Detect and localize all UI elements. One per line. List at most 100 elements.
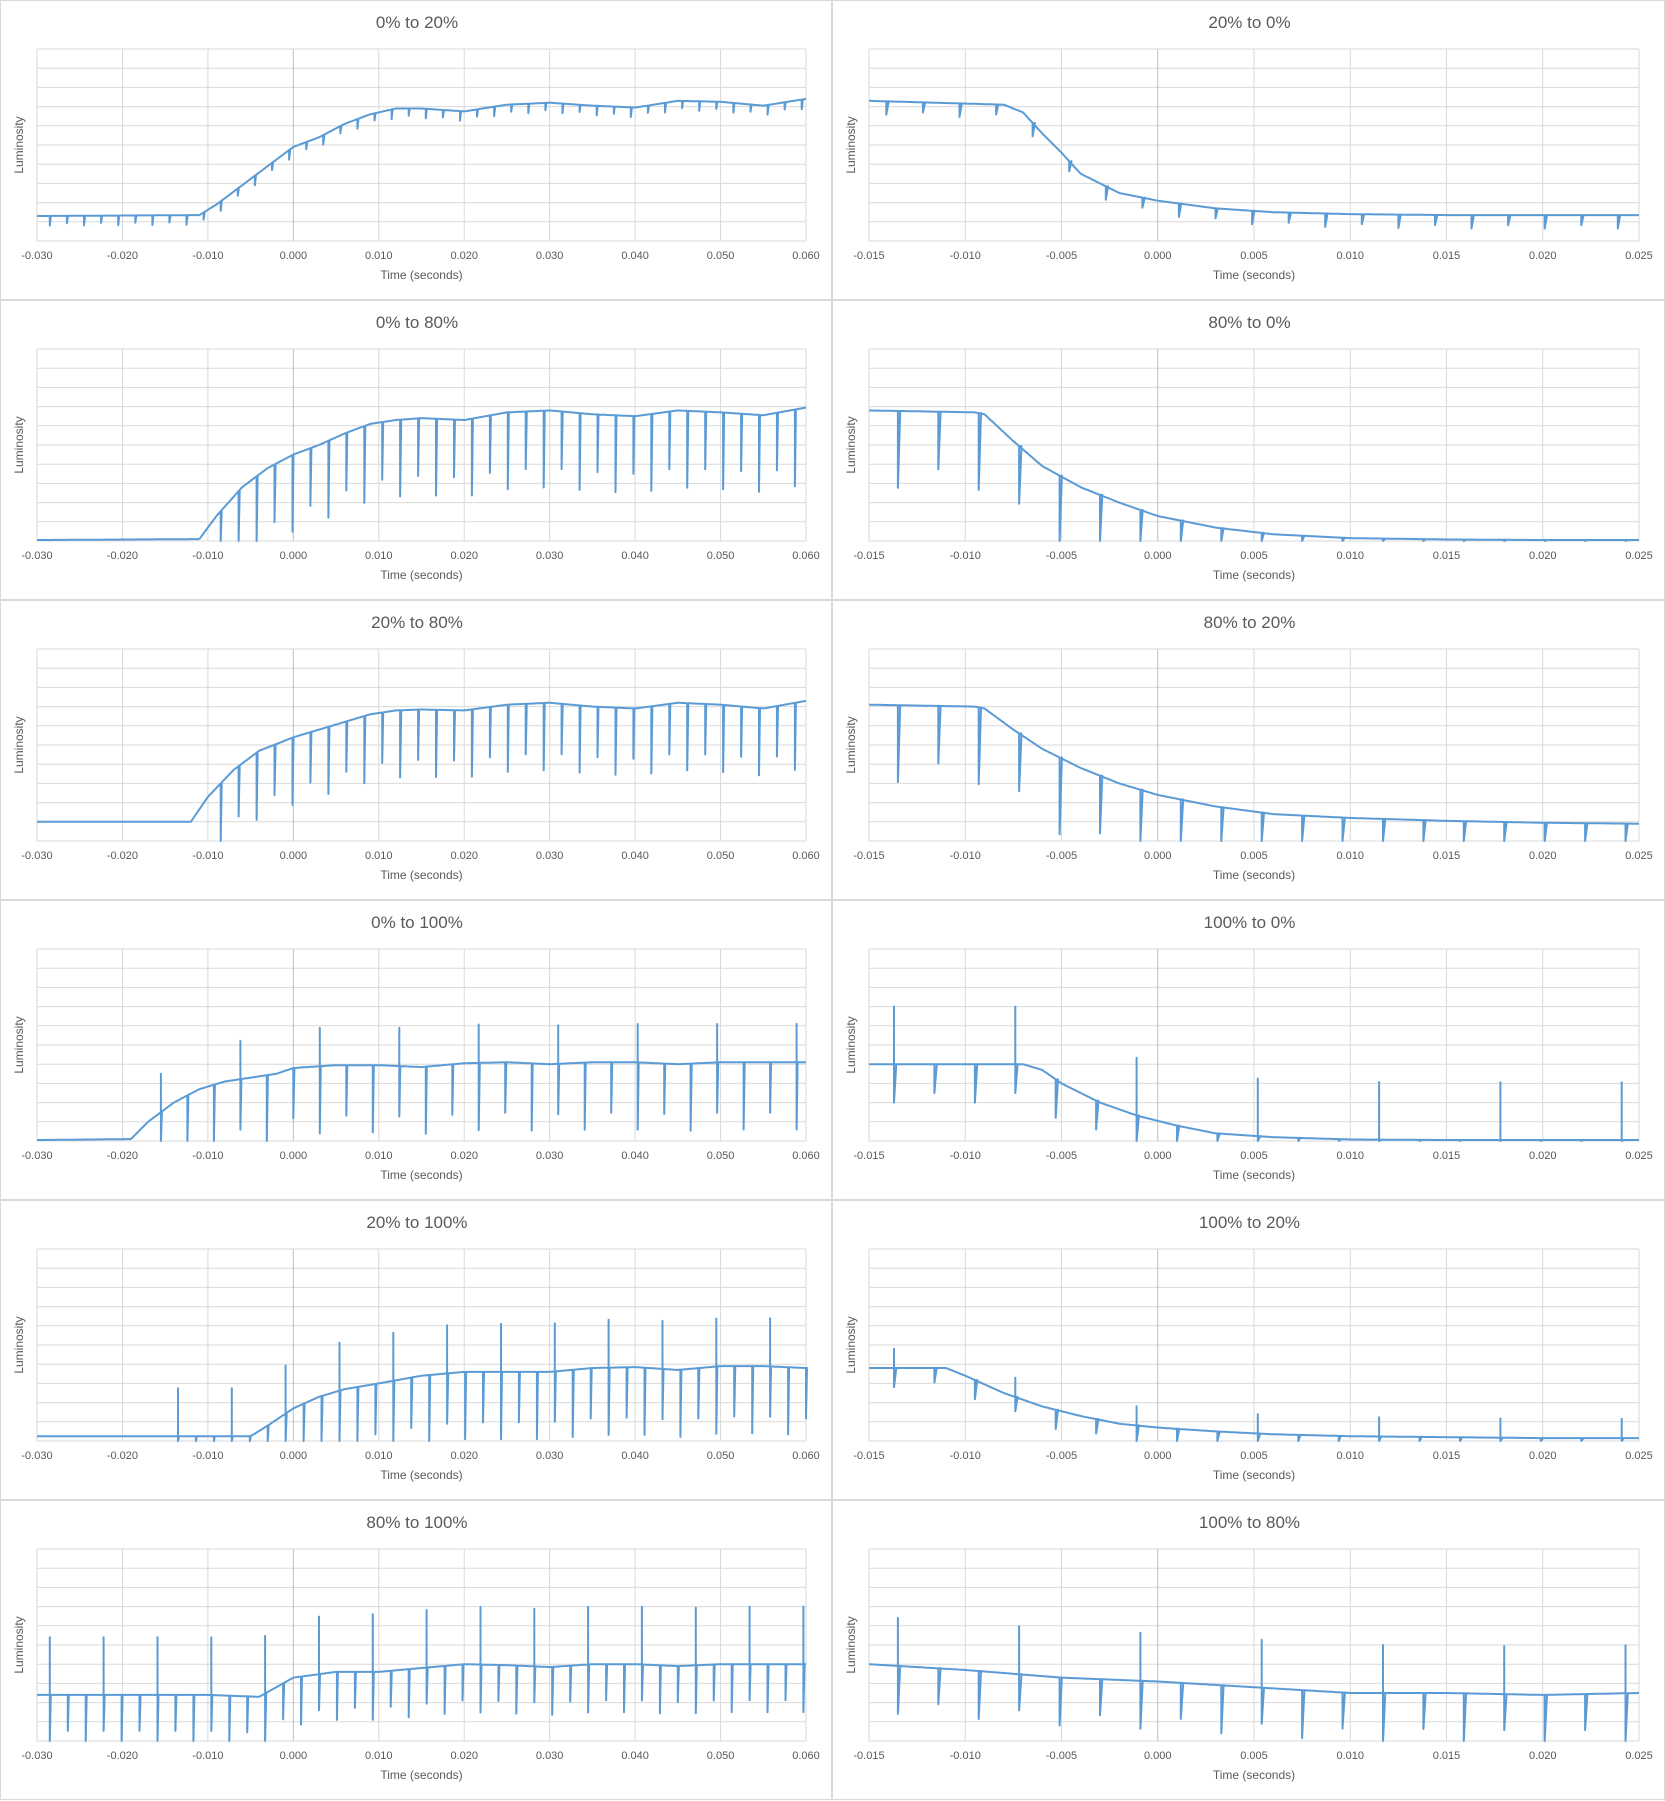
x-tick-label: 0.060 xyxy=(792,1150,820,1162)
x-tick-label: -0.030 xyxy=(21,850,52,862)
x-tick-label: 0.015 xyxy=(1433,1150,1461,1162)
x-axis-label: Time (seconds) xyxy=(380,1168,462,1182)
x-tick-label: -0.030 xyxy=(21,1750,52,1762)
x-axis-label: Time (seconds) xyxy=(1213,1768,1295,1782)
x-tick-label: -0.010 xyxy=(950,550,981,562)
x-axis-label: Time (seconds) xyxy=(380,1468,462,1482)
x-tick-label: 0.020 xyxy=(1529,850,1557,862)
luminosity-series-line xyxy=(37,97,807,227)
y-axis-label: Luminosity xyxy=(12,116,26,173)
chart-panel: 0% to 100% -0.030 -0.020 -0.010 0.000 0.010 0.… xyxy=(0,900,832,1200)
x-tick-label: 0.010 xyxy=(365,1150,393,1162)
x-tick-label: -0.010 xyxy=(950,850,981,862)
y-axis-label: Luminosity xyxy=(844,1316,858,1373)
luminosity-series-line xyxy=(868,409,1639,542)
x-tick-label: 0.020 xyxy=(1529,550,1557,562)
x-tick-label: 0.025 xyxy=(1625,250,1653,262)
x-tick-label: 0.010 xyxy=(1336,1150,1364,1162)
luminosity-series-line xyxy=(37,1317,808,1442)
x-tick-label: 0.025 xyxy=(1625,850,1653,862)
x-tick-label: 0.000 xyxy=(280,250,308,262)
luminosity-series-line xyxy=(37,1022,806,1142)
x-tick-label: 0.015 xyxy=(1433,1450,1461,1462)
x-tick-label: 0.025 xyxy=(1625,1150,1653,1162)
y-axis-label: Luminosity xyxy=(12,716,26,773)
x-tick-label: -0.030 xyxy=(21,550,52,562)
x-tick-label: 0.060 xyxy=(792,550,820,562)
x-tick-label: 0.050 xyxy=(707,850,735,862)
x-axis-label: Time (seconds) xyxy=(380,268,462,282)
x-axis-label: Time (seconds) xyxy=(1213,868,1295,882)
y-axis-label: Luminosity xyxy=(844,716,858,773)
x-tick-label: 0.025 xyxy=(1625,1450,1653,1462)
x-tick-label: 0.000 xyxy=(1144,550,1172,562)
x-tick-label: 0.050 xyxy=(707,250,735,262)
x-tick-label: 0.030 xyxy=(536,550,564,562)
chart-title: 0% to 100% xyxy=(371,913,463,932)
x-tick-label: 0.000 xyxy=(1144,1450,1172,1462)
x-tick-label: 0.040 xyxy=(621,1750,649,1762)
chart-title: 20% to 100% xyxy=(366,1213,467,1232)
chart-svg: 20% to 80% -0.030 -0.020 -0.010 0.000 0.010 0.… xyxy=(12,613,820,882)
x-tick-label: -0.015 xyxy=(853,1450,884,1462)
chart-svg: 100% to 20% -0.015 -0.010 -0.005 0.000 0.005 0… xyxy=(844,1213,1653,1482)
x-tick-label: -0.010 xyxy=(192,1750,223,1762)
x-tick-label: 0.040 xyxy=(621,1450,649,1462)
x-tick-label: -0.010 xyxy=(950,250,981,262)
x-tick-label: 0.030 xyxy=(536,1750,564,1762)
x-tick-label: 0.010 xyxy=(1336,1750,1364,1762)
chart-panel: 80% to 20% -0.015 -0.010 -0.005 0.000 0.005 0.… xyxy=(832,600,1665,900)
x-tick-label: -0.030 xyxy=(21,1150,52,1162)
chart-svg: 100% to 0% -0.015 -0.010 -0.005 0.000 0.005 0.… xyxy=(844,913,1653,1182)
chart-title: 0% to 20% xyxy=(376,13,458,32)
y-axis-label: Luminosity xyxy=(12,416,26,473)
chart-title: 20% to 80% xyxy=(371,613,463,632)
y-axis-label: Luminosity xyxy=(12,1016,26,1073)
x-tick-label: 0.025 xyxy=(1625,550,1653,562)
x-tick-label: -0.010 xyxy=(950,1150,981,1162)
chart-svg: 0% to 20% -0.030 -0.020 -0.010 0.000 0.010 0.0… xyxy=(12,13,820,282)
x-tick-label: 0.020 xyxy=(1529,250,1557,262)
x-tick-label: 0.005 xyxy=(1240,1750,1268,1762)
chart-svg: 0% to 100% -0.030 -0.020 -0.010 0.000 0.010 0.… xyxy=(12,913,820,1182)
luminosity-series-line xyxy=(37,406,807,542)
x-tick-label: -0.015 xyxy=(853,250,884,262)
chart-panel: 80% to 0% -0.015 -0.010 -0.005 0.000 0.005 0.0… xyxy=(832,300,1665,600)
x-tick-label: 0.015 xyxy=(1433,250,1461,262)
x-tick-label: 0.020 xyxy=(450,1150,478,1162)
chart-svg: 20% to 100% -0.030 -0.020 -0.010 0.000 0.010 0… xyxy=(12,1213,820,1482)
x-tick-label: -0.005 xyxy=(1046,250,1077,262)
chart-svg: 80% to 0% -0.015 -0.010 -0.005 0.000 0.005 0.0… xyxy=(844,313,1653,582)
x-tick-label: 0.015 xyxy=(1433,550,1461,562)
chart-title: 100% to 80% xyxy=(1199,1513,1300,1532)
x-tick-label: 0.020 xyxy=(450,850,478,862)
x-tick-label: 0.030 xyxy=(536,1450,564,1462)
x-axis-label: Time (seconds) xyxy=(1213,568,1295,582)
x-tick-label: 0.020 xyxy=(1529,1750,1557,1762)
x-tick-label: -0.015 xyxy=(853,550,884,562)
x-tick-label: 0.010 xyxy=(365,850,393,862)
chart-panel: 20% to 80% -0.030 -0.020 -0.010 0.000 0.010 0.… xyxy=(0,600,832,900)
chart-panel: 20% to 100% -0.030 -0.020 -0.010 0.000 0.010 0… xyxy=(0,1200,832,1500)
x-tick-label: 0.000 xyxy=(1144,850,1172,862)
chart-svg: 80% to 100% -0.030 -0.020 -0.010 0.000 0.010 0… xyxy=(12,1513,820,1782)
x-tick-label: 0.020 xyxy=(450,550,478,562)
x-tick-label: 0.040 xyxy=(621,1150,649,1162)
x-tick-label: -0.020 xyxy=(107,1150,138,1162)
chart-panel: 0% to 80% -0.030 -0.020 -0.010 0.000 0.010 0.0… xyxy=(0,300,832,600)
x-tick-label: 0.010 xyxy=(1336,850,1364,862)
x-tick-label: 0.000 xyxy=(1144,250,1172,262)
chart-title: 100% to 20% xyxy=(1199,1213,1300,1232)
x-tick-label: -0.005 xyxy=(1046,1750,1077,1762)
luminosity-series-line xyxy=(37,1605,806,1742)
y-axis-label: Luminosity xyxy=(844,416,858,473)
x-tick-label: 0.000 xyxy=(280,1450,308,1462)
x-tick-label: -0.005 xyxy=(1046,550,1077,562)
x-tick-label: -0.020 xyxy=(107,850,138,862)
x-tick-label: 0.060 xyxy=(792,850,820,862)
chart-svg: 0% to 80% -0.030 -0.020 -0.010 0.000 0.010 0.0… xyxy=(12,313,820,582)
chart-title: 80% to 100% xyxy=(366,1513,467,1532)
x-tick-label: 0.050 xyxy=(707,1450,735,1462)
x-tick-label: -0.010 xyxy=(192,1150,223,1162)
x-tick-label: 0.040 xyxy=(621,550,649,562)
